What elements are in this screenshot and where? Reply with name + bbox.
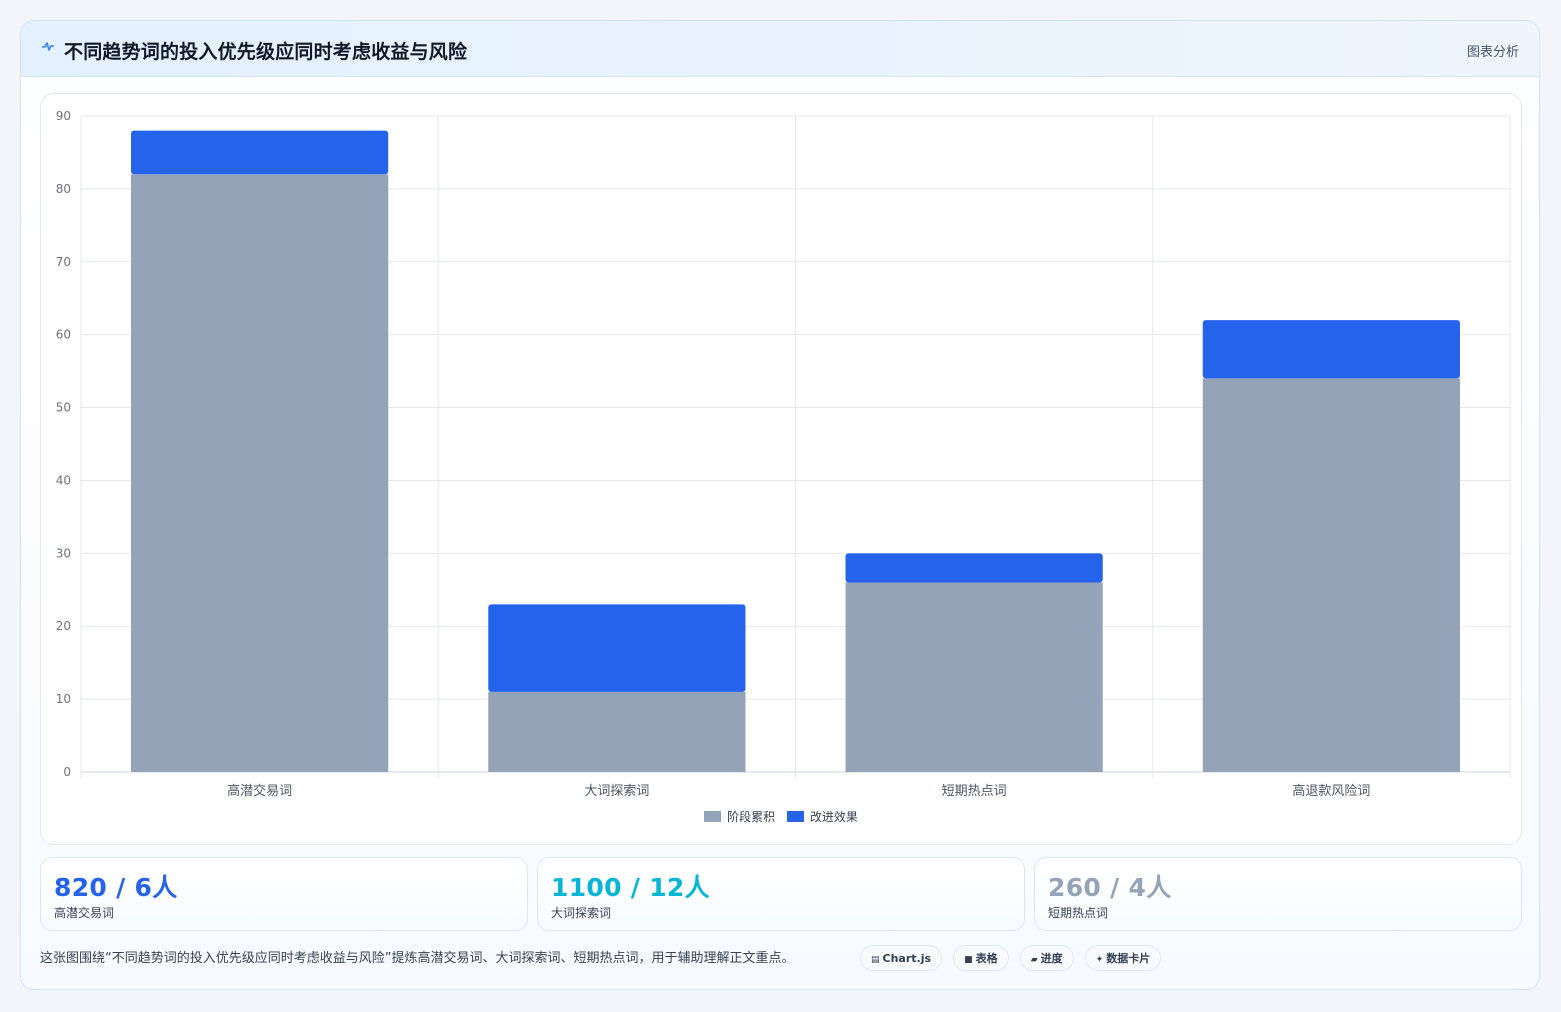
x-tick-label: 大词探索词 xyxy=(584,784,649,799)
bar-accumulated xyxy=(1202,378,1460,772)
y-tick-label: 10 xyxy=(56,692,71,706)
y-tick-label: 40 xyxy=(56,473,71,487)
legend-label-accumulated: 阶段累积 xyxy=(727,810,776,824)
chip-label: 数据卡片 xyxy=(1106,952,1151,965)
x-tick-label: 高退款风险词 xyxy=(1292,783,1370,799)
header-tag: 图表分析 xyxy=(1466,45,1519,60)
chip-table[interactable]: ■ 表格 xyxy=(953,945,1009,971)
bar-accumulated xyxy=(488,691,746,772)
stat-card-short-hot: 260 / 4人 短期热点词 xyxy=(1034,857,1522,931)
bar-accumulated xyxy=(845,582,1103,772)
card-header: 不同趋势词的投入优先级应同时考虑收益与风险 图表分析 xyxy=(21,21,1539,77)
stat-card-broad-explore: 1100 / 12人 大词探索词 xyxy=(537,857,1025,931)
legend-swatch-improvement xyxy=(786,811,804,822)
bar-improvement xyxy=(488,604,746,692)
bar-chart: 0 10 20 30 40 50 60 70 80 90 高潜交易词 大词探索词 短期热点词 高退款风险词 xyxy=(56,109,1511,799)
y-tick-label: 70 xyxy=(56,255,71,269)
y-tick-label: 90 xyxy=(56,109,71,123)
chip-label: 表格 xyxy=(975,952,998,965)
x-tick-label: 短期热点词 xyxy=(942,784,1007,799)
stat-label: 高潜交易词 xyxy=(54,906,115,920)
bar-improvement xyxy=(845,553,1103,583)
bar-improvement xyxy=(1202,320,1460,379)
bar-accumulated xyxy=(131,174,389,773)
y-tick-label: 50 xyxy=(56,401,71,415)
chip-data-card[interactable]: ✦ 数据卡片 xyxy=(1084,945,1162,971)
chart-container: 0 10 20 30 40 50 60 70 80 90 高潜交易词 大词探索词 短期热点词 高退款风险词… xyxy=(40,93,1522,845)
stat-label: 大词探索词 xyxy=(551,906,612,920)
chart-legend: 阶段累积 改进效果 xyxy=(41,808,1521,825)
footer-note: 这张图围绕“不同趋势词的投入优先级应同时考虑收益与风险”提炼高潜交易词、大词探索… xyxy=(40,951,795,966)
chart-icon: ▤ xyxy=(871,955,880,965)
x-tick-label: 高潜交易词 xyxy=(227,783,292,799)
page-title: 不同趋势词的投入优先级应同时考虑收益与风险 xyxy=(64,41,468,63)
stat-value: 260 / 4人 xyxy=(1048,873,1172,902)
y-tick-label: 0 xyxy=(63,765,71,779)
y-tick-label: 20 xyxy=(56,619,71,633)
chip-label: 进度 xyxy=(1040,952,1063,965)
chart-card: 不同趋势词的投入优先级应同时考虑收益与风险 图表分析 0 10 20 30 40 50 60… xyxy=(20,20,1540,990)
stat-value: 1100 / 12人 xyxy=(551,873,710,902)
legend-swatch-accumulated xyxy=(704,811,722,822)
table-icon: ■ xyxy=(964,955,973,965)
bar-improvement xyxy=(131,130,389,175)
sparkle-icon: ✦ xyxy=(1095,955,1104,965)
chip-chartjs[interactable]: ▤ Chart.js xyxy=(860,945,943,971)
y-tick-label: 60 xyxy=(56,328,71,342)
legend-item-accumulated[interactable]: 阶段累积 xyxy=(704,808,775,825)
legend-label-improvement: 改进效果 xyxy=(809,810,858,824)
stat-value: 820 / 6人 xyxy=(54,873,178,902)
legend-item-improvement[interactable]: 改进效果 xyxy=(786,808,858,825)
chip-row: ▤ Chart.js ■ 表格 ▰ 进度 ✦ 数据卡片 xyxy=(860,945,1167,971)
pulse-icon xyxy=(41,39,57,55)
y-tick-label: 30 xyxy=(56,546,71,560)
stat-card-high-potential: 820 / 6人 高潜交易词 xyxy=(40,857,528,931)
y-tick-label: 80 xyxy=(56,182,71,196)
progress-icon: ▰ xyxy=(1030,955,1038,965)
chip-progress[interactable]: ▰ 进度 xyxy=(1019,945,1074,971)
chip-label: Chart.js xyxy=(882,952,932,965)
stat-label: 短期热点词 xyxy=(1048,906,1109,920)
